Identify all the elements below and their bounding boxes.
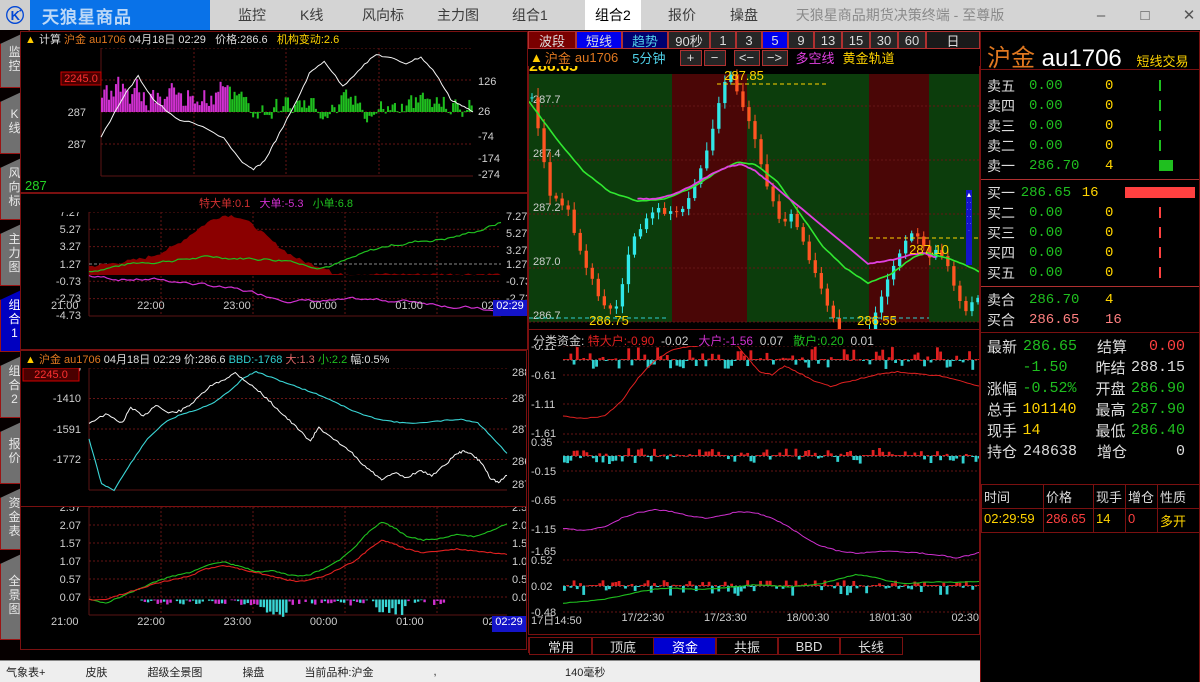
svg-text:1.07: 1.07 (512, 556, 527, 568)
svg-text:-274: -274 (478, 169, 500, 181)
svg-text:-0.73: -0.73 (506, 276, 528, 288)
svg-text:1.07: 1.07 (60, 556, 81, 568)
svg-text:126: 126 (478, 76, 496, 88)
svg-text:1.27: 1.27 (506, 259, 527, 271)
svg-text:2245.0: 2245.0 (64, 73, 98, 85)
svg-text:K: K (11, 8, 21, 23)
svg-text:0.35: 0.35 (531, 437, 552, 449)
svg-text:-74: -74 (478, 131, 494, 143)
svg-text:1.57: 1.57 (60, 538, 81, 550)
svg-text:-174: -174 (478, 153, 500, 165)
svg-text:1.57: 1.57 (512, 538, 527, 550)
svg-text:5.27: 5.27 (60, 224, 81, 236)
svg-text:-0.11: -0.11 (531, 346, 555, 353)
svg-text:-0.15: -0.15 (531, 466, 556, 478)
svg-text:2.57: 2.57 (512, 507, 527, 514)
svg-text:286.75: 286.75 (589, 313, 629, 328)
svg-text:287.2: 287.2 (512, 424, 527, 436)
svg-text:1.27: 1.27 (60, 259, 81, 271)
svg-text:-1772: -1772 (53, 454, 81, 466)
svg-text:-1591: -1591 (53, 424, 81, 436)
svg-text:286.7: 286.7 (533, 310, 561, 322)
svg-text:287: 287 (512, 479, 527, 491)
svg-text:2.57: 2.57 (60, 507, 81, 514)
svg-text:3.27: 3.27 (60, 241, 81, 253)
svg-text:0.57: 0.57 (512, 574, 527, 586)
svg-text:286.55: 286.55 (857, 313, 897, 328)
svg-text:0.02: 0.02 (531, 581, 552, 593)
svg-text:287.0: 287.0 (533, 256, 561, 268)
svg-text:0.07: 0.07 (60, 592, 81, 604)
svg-text:287: 287 (68, 139, 86, 151)
svg-text:2.07: 2.07 (512, 520, 527, 532)
svg-text:287.4: 287.4 (533, 148, 561, 160)
svg-text:287: 287 (68, 107, 86, 119)
svg-text:0.52: 0.52 (531, 555, 552, 567)
svg-text:0.07: 0.07 (512, 592, 527, 604)
svg-text:-0.73: -0.73 (56, 276, 81, 288)
svg-text:-0.61: -0.61 (531, 370, 556, 382)
svg-text:287.2: 287.2 (533, 202, 561, 214)
svg-text:287.85: 287.85 (724, 68, 764, 83)
svg-text:288: 288 (512, 368, 527, 379)
svg-text:-1.15: -1.15 (531, 524, 556, 536)
svg-text:-0.65: -0.65 (531, 495, 556, 507)
svg-text:-1410: -1410 (53, 393, 81, 405)
svg-text:26: 26 (478, 106, 490, 118)
svg-text:0.57: 0.57 (60, 574, 81, 586)
svg-text:2.07: 2.07 (60, 520, 81, 532)
svg-text:3.27: 3.27 (506, 245, 527, 257)
svg-text:287.10: 287.10 (909, 242, 949, 257)
svg-text:-1.11: -1.11 (531, 399, 555, 411)
svg-text:287.6: 287.6 (512, 393, 527, 405)
svg-text:7.27: 7.27 (506, 212, 527, 223)
svg-text:286.9: 286.9 (512, 456, 527, 468)
svg-text:7.27: 7.27 (60, 212, 81, 219)
svg-text:5.27: 5.27 (506, 228, 527, 240)
svg-text:2245.0: 2245.0 (34, 369, 68, 381)
